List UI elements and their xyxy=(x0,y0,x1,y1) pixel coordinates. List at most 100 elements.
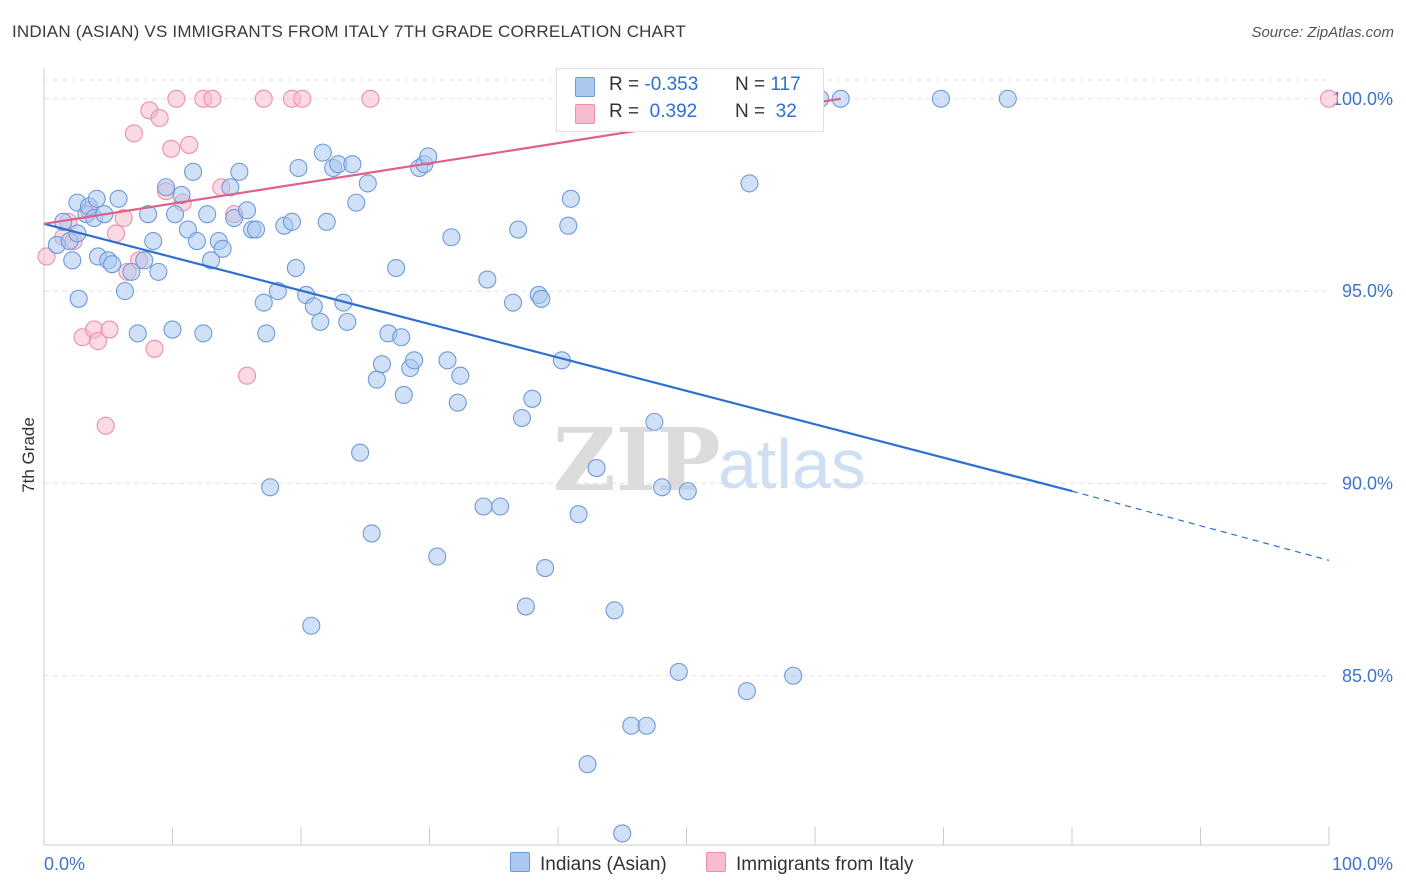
scatter-point xyxy=(394,385,413,405)
scatter-point xyxy=(347,193,366,212)
scatter-point xyxy=(194,324,213,343)
scatter-point xyxy=(145,339,164,358)
scatter-point xyxy=(669,662,688,681)
scatter-point xyxy=(1319,89,1339,108)
legend-swatch-pink xyxy=(575,104,595,124)
scatter-point xyxy=(69,289,88,308)
legend-r-value: 0.392 xyxy=(644,101,698,122)
scatter-point xyxy=(367,370,386,389)
watermark-zip: ZIP xyxy=(553,410,721,511)
scatter-point xyxy=(387,258,406,278)
points-italy xyxy=(37,89,1339,435)
scatter-point xyxy=(149,262,168,281)
scatter-point xyxy=(261,478,280,497)
scatter-point xyxy=(257,324,276,343)
scatter-point xyxy=(150,108,169,128)
x-tick-label-1: 100.0% xyxy=(1332,854,1393,874)
scatter-point xyxy=(106,224,126,243)
scatter-point xyxy=(230,162,249,181)
scatter-point xyxy=(180,135,199,154)
bottom-legend-swatch-blue xyxy=(510,852,530,872)
scatter-point xyxy=(448,393,467,412)
scatter-point xyxy=(302,616,321,635)
chart-title: INDIAN (ASIAN) VS IMMIGRANTS FROM ITALY … xyxy=(12,22,686,41)
stats-legend: R = -0.353 N = 117 R = 0.392 N = 32 xyxy=(556,68,824,132)
scatter-point xyxy=(237,201,257,220)
scatter-point xyxy=(286,258,305,278)
scatter-point xyxy=(998,89,1017,108)
scatter-point xyxy=(122,262,141,281)
legend-swatch-blue xyxy=(575,77,595,97)
scatter-point xyxy=(578,755,597,774)
scatter-point xyxy=(587,458,606,478)
scatter-point xyxy=(213,239,232,258)
axes-layer: 85.0% 90.0% 95.0% 100.0% xyxy=(43,68,1393,846)
scatter-point xyxy=(438,351,457,370)
y-tick-label: 85.0% xyxy=(1342,666,1393,686)
legend-r-italy: R = 0.392 xyxy=(609,101,697,123)
scatter-point xyxy=(512,408,532,428)
scatter-point xyxy=(254,293,273,312)
scatter-point xyxy=(474,497,493,516)
scatter-point xyxy=(254,89,273,108)
trend-line-indians-extension xyxy=(1071,490,1330,561)
scatter-point xyxy=(740,174,759,193)
scatter-point xyxy=(362,524,381,543)
legend-r-label: R = xyxy=(609,101,640,122)
legend-n-value: 32 xyxy=(770,101,797,122)
scatter-point xyxy=(172,185,191,204)
legend-r-value: -0.353 xyxy=(644,74,699,95)
scatter-point xyxy=(246,220,266,239)
scatter-point xyxy=(442,228,461,247)
bottom-legend-italy: Immigrants from Italy xyxy=(706,852,913,876)
scatter-point xyxy=(516,597,535,616)
scatter-point xyxy=(784,666,803,685)
legend-n-label: N = xyxy=(735,101,766,122)
watermark-atlas: atlas xyxy=(718,425,866,503)
scatter-point xyxy=(282,212,302,231)
scatter-point xyxy=(198,205,217,224)
scatter-point xyxy=(737,682,756,701)
scatter-point xyxy=(419,147,438,166)
bottom-legend-label-italy: Immigrants from Italy xyxy=(736,854,914,875)
scatter-point xyxy=(313,143,332,162)
scatter-point xyxy=(268,282,287,301)
scatter-point xyxy=(678,482,697,501)
scatter-point xyxy=(338,312,357,331)
legend-n-italy: N = 32 xyxy=(735,101,797,123)
scatter-point xyxy=(503,293,523,312)
scatter-point xyxy=(561,189,580,208)
scatter-point xyxy=(144,232,163,251)
bottom-legend-indians: Indians (Asian) xyxy=(510,852,667,876)
scatter-point xyxy=(87,189,106,208)
scatter-point xyxy=(358,174,377,193)
scatter-point xyxy=(124,124,143,143)
scatter-point xyxy=(167,89,186,108)
y-tick-label: 95.0% xyxy=(1342,281,1393,301)
scatter-point xyxy=(428,547,447,566)
scatter-point xyxy=(361,89,380,108)
y-axis-label: 7th Grade xyxy=(19,417,38,493)
scatter-point xyxy=(317,212,336,231)
chart-source: Source: ZipAtlas.com xyxy=(1251,24,1394,41)
scatter-point xyxy=(931,89,950,108)
bottom-legend-swatch-pink xyxy=(706,852,726,872)
x-tick-label-0: 0.0% xyxy=(44,854,85,874)
scatter-point xyxy=(478,270,497,289)
scatter-point xyxy=(622,716,641,735)
scatter-point xyxy=(405,351,424,370)
scatter-point xyxy=(135,251,154,270)
scatter-point xyxy=(559,216,578,235)
legend-n-value: 117 xyxy=(770,74,801,95)
scatter-point xyxy=(532,289,551,308)
scatter-point xyxy=(157,178,176,197)
scatter-point xyxy=(509,220,528,239)
y-tick-label: 90.0% xyxy=(1342,473,1393,493)
scatter-point xyxy=(304,297,323,316)
scatter-point xyxy=(653,478,672,497)
scatter-point xyxy=(351,443,370,462)
legend-r-indians: R = -0.353 xyxy=(609,74,698,96)
scatter-point xyxy=(289,158,308,178)
scatter-point xyxy=(109,189,128,208)
scatter-point xyxy=(187,232,206,251)
